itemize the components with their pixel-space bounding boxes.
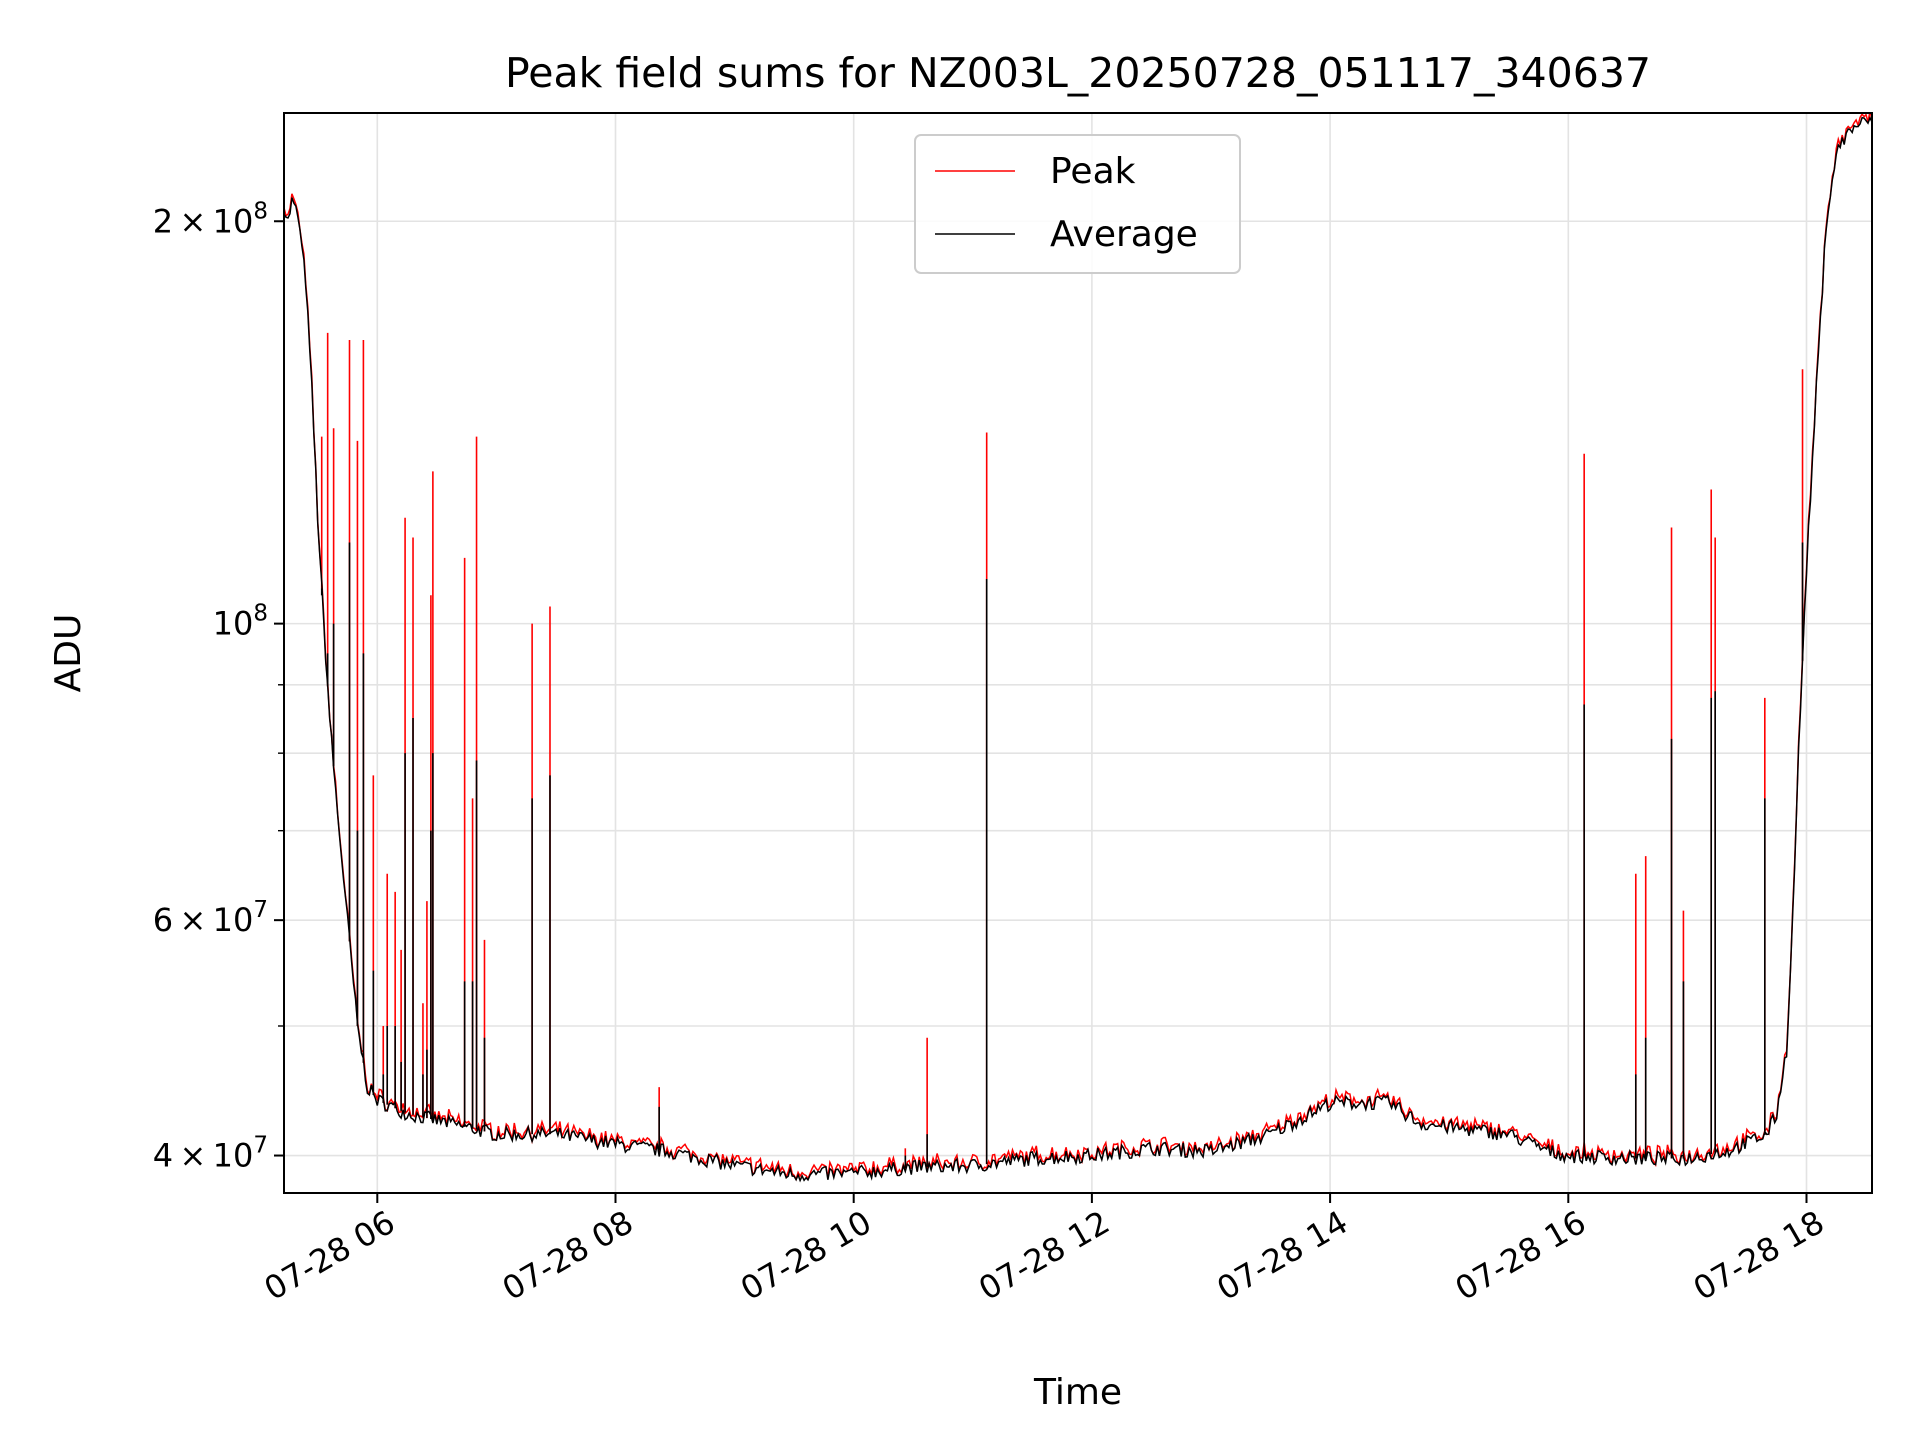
chart-title: Peak field sums for NZ003L_20250728_0511… xyxy=(505,49,1651,97)
y-tick-label: 108 xyxy=(213,601,268,643)
y-axis: 4 × 107 6 × 107 108 2 × 108 xyxy=(153,198,284,1175)
series-line-average xyxy=(284,115,1872,1183)
legend: Peak Average xyxy=(914,134,1241,274)
plot-area xyxy=(284,113,1872,1183)
legend-label-peak: Peak xyxy=(1050,151,1136,192)
x-axis-label: Time xyxy=(1033,1372,1122,1413)
y-axis-label: ADU xyxy=(48,614,89,693)
y-tick-label: 2 × 108 xyxy=(153,198,268,240)
legend-box xyxy=(914,134,1241,274)
legend-label-average: Average xyxy=(1050,214,1198,255)
y-tick-label: 6 × 107 xyxy=(153,897,268,939)
plot-frame xyxy=(283,112,1873,1194)
series-line-peak xyxy=(284,113,1872,1182)
y-tick-label: 4 × 107 xyxy=(153,1133,268,1175)
